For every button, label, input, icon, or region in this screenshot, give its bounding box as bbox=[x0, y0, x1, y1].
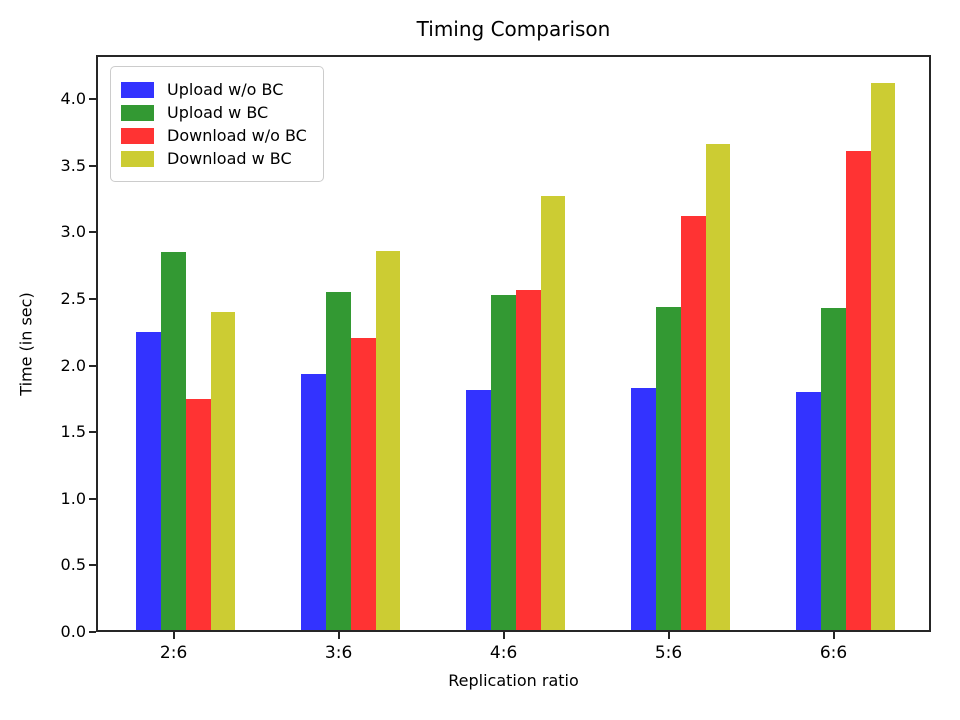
legend-label: Download w/o BC bbox=[167, 126, 307, 145]
y-tick-label: 4.0 bbox=[60, 89, 86, 108]
bar bbox=[705, 144, 731, 632]
bar bbox=[466, 389, 492, 632]
bar bbox=[491, 294, 516, 632]
bar bbox=[845, 150, 871, 632]
x-tick-label: 3:6 bbox=[324, 643, 353, 663]
y-tick-mark bbox=[89, 98, 96, 100]
legend-label: Upload w BC bbox=[167, 103, 269, 122]
bar bbox=[185, 398, 211, 632]
y-tick-label: 2.0 bbox=[60, 355, 86, 375]
x-tick-mark bbox=[832, 632, 835, 639]
bar bbox=[515, 289, 541, 632]
x-tick-mark bbox=[667, 632, 670, 639]
x-axis-label: Replication ratio bbox=[448, 671, 579, 690]
x-tick-label: 2:6 bbox=[159, 643, 188, 663]
x-tick-mark bbox=[502, 632, 505, 639]
bar bbox=[161, 252, 186, 632]
legend-swatch-icon bbox=[121, 150, 154, 167]
y-tick-label: 2.5 bbox=[60, 288, 86, 308]
legend-row: Download w BC bbox=[121, 149, 307, 168]
bar bbox=[821, 308, 846, 632]
legend-row: Upload w/o BC bbox=[121, 80, 307, 99]
x-tick-label: 6:6 bbox=[819, 643, 848, 663]
y-tick-label: 3.5 bbox=[60, 155, 86, 175]
legend-row: Download w/o BC bbox=[121, 126, 307, 145]
bar bbox=[656, 306, 681, 632]
x-tick-label: 4:6 bbox=[489, 643, 518, 663]
bar bbox=[631, 388, 657, 632]
y-tick-mark bbox=[89, 164, 96, 167]
bar bbox=[870, 83, 896, 632]
bar bbox=[375, 250, 401, 632]
x-tick-label: 5:6 bbox=[654, 643, 683, 663]
y-tick-label: 0.0 bbox=[60, 622, 86, 641]
legend-swatch-icon bbox=[121, 81, 154, 98]
bar bbox=[210, 312, 236, 632]
chart-title: Timing Comparison bbox=[416, 17, 611, 41]
bar bbox=[350, 337, 376, 632]
y-tick-mark bbox=[89, 631, 96, 633]
legend-swatch-icon bbox=[121, 104, 154, 121]
x-tick-mark bbox=[337, 632, 340, 639]
y-tick-mark bbox=[89, 564, 96, 567]
bar bbox=[136, 332, 162, 632]
bar bbox=[796, 392, 822, 632]
bar bbox=[326, 292, 351, 632]
bar bbox=[540, 196, 566, 632]
y-tick-label: 1.0 bbox=[60, 488, 86, 508]
y-tick-mark bbox=[89, 231, 96, 234]
legend-label: Upload w/o BC bbox=[167, 80, 284, 99]
y-tick-mark bbox=[89, 297, 96, 300]
y-tick-mark bbox=[89, 497, 96, 500]
y-tick-mark bbox=[89, 431, 96, 434]
y-tick-mark bbox=[89, 364, 96, 367]
legend: Upload w/o BC Upload w BC Download w/o BC D… bbox=[110, 66, 324, 182]
y-tick-label: 0.5 bbox=[60, 555, 86, 575]
legend-swatch-icon bbox=[121, 127, 154, 144]
legend-row: Upload w BC bbox=[121, 103, 307, 122]
x-tick-mark bbox=[172, 632, 175, 639]
y-tick-label: 1.5 bbox=[60, 422, 86, 442]
y-tick-label: 3.0 bbox=[60, 222, 86, 242]
bar bbox=[680, 216, 706, 632]
bar bbox=[301, 373, 327, 632]
legend-label: Download w BC bbox=[167, 149, 292, 168]
